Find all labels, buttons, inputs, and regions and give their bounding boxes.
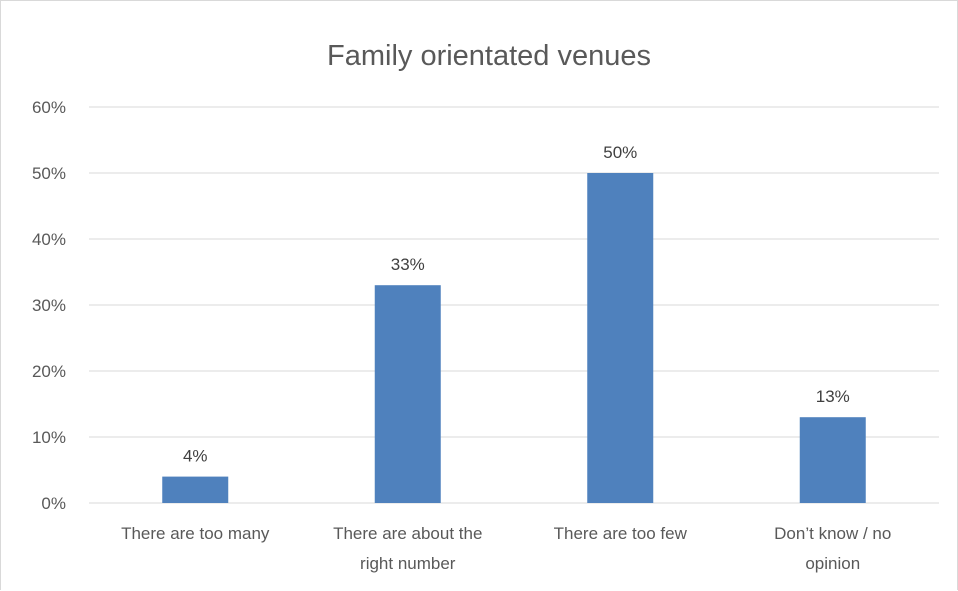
x-tick-label: There are too many bbox=[121, 524, 270, 543]
data-label: 50% bbox=[603, 143, 637, 162]
y-tick-label: 20% bbox=[32, 362, 66, 381]
bar bbox=[162, 476, 229, 503]
y-tick-label: 10% bbox=[32, 428, 66, 447]
y-axis-tick-labels: 0% 10% 20% 30% 40% 50% 60% bbox=[32, 98, 66, 513]
x-axis-tick-labels: There are too many There are about the rig… bbox=[121, 524, 891, 573]
y-tick-label: 30% bbox=[32, 296, 66, 315]
data-label: 4% bbox=[183, 447, 208, 466]
y-tick-label: 0% bbox=[41, 494, 66, 513]
bar bbox=[374, 285, 441, 503]
x-tick-label: There are about the bbox=[333, 524, 482, 543]
data-label: 33% bbox=[391, 255, 425, 274]
chart-title: Family orientated venues bbox=[327, 40, 651, 72]
data-label: 13% bbox=[816, 387, 850, 406]
gridlines bbox=[89, 106, 939, 504]
bar bbox=[587, 173, 654, 503]
y-tick-label: 50% bbox=[32, 164, 66, 183]
data-labels: 4% 33% 50% 13% bbox=[183, 143, 850, 466]
bars bbox=[162, 173, 866, 503]
bar bbox=[799, 417, 866, 503]
y-tick-label: 40% bbox=[32, 230, 66, 249]
x-tick-label: opinion bbox=[805, 554, 860, 573]
x-tick-label: right number bbox=[360, 554, 456, 573]
y-tick-label: 60% bbox=[32, 98, 66, 117]
x-tick-label: There are too few bbox=[554, 524, 688, 543]
x-tick-label: Don’t know / no bbox=[774, 524, 891, 543]
